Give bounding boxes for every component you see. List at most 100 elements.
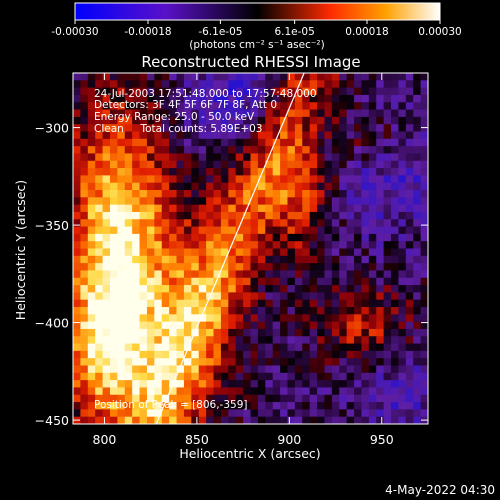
heatmap-cell (376, 321, 385, 330)
heatmap-cell (354, 336, 363, 345)
heatmap-cell (169, 255, 178, 264)
heatmap-cell (235, 102, 244, 111)
heatmap-cell (154, 299, 163, 308)
heatmap-cell (420, 277, 428, 286)
heatmap-cell (154, 321, 163, 330)
footer-date: 4-May-2022 04:30 (385, 483, 495, 497)
heatmap-cell (391, 380, 400, 389)
heatmap-cell (87, 175, 96, 184)
heatmap-cell (376, 219, 385, 228)
heatmap-cell (146, 190, 155, 198)
heatmap-cell (250, 336, 259, 345)
heatmap-cell (272, 292, 281, 301)
heatmap-cell (257, 226, 266, 235)
heatmap-cell (405, 73, 414, 81)
heatmap-cell (235, 263, 244, 272)
heatmap-cell (228, 109, 237, 118)
solar-limb-line (155, 73, 305, 424)
heatmap-cell (346, 190, 355, 198)
heatmap-cell (213, 343, 222, 352)
heatmap-cell (243, 350, 252, 359)
heatmap-cell (183, 124, 192, 133)
heatmap-cell (235, 211, 244, 220)
heatmap-cell (272, 299, 281, 308)
heatmap-cell (169, 204, 178, 213)
heatmap-cell (324, 255, 333, 264)
heatmap-cell (146, 73, 155, 81)
heatmap-cell (354, 87, 363, 96)
heatmap-cell (420, 365, 428, 374)
heatmap-cell (287, 153, 296, 162)
heatmap-cell (206, 175, 215, 184)
heatmap-cell (354, 233, 363, 242)
heatmap-cell (95, 226, 104, 235)
heatmap-cell (124, 116, 133, 125)
heatmap-cell (220, 241, 229, 250)
heatmap-cell (206, 146, 215, 155)
heatmap-cell (132, 343, 141, 352)
heatmap-cell (124, 292, 133, 301)
heatmap-cell (139, 182, 148, 191)
heatmap-cell (80, 358, 89, 367)
heatmap-cell (146, 409, 155, 418)
heatmap-cell (243, 109, 252, 118)
heatmap-cell (169, 73, 178, 81)
heatmap-cell (420, 146, 428, 155)
heatmap-cell (250, 314, 259, 323)
heatmap-cell (368, 263, 377, 272)
heatmap-cell (317, 160, 326, 169)
heatmap-cell (80, 233, 89, 242)
heatmap-cell (220, 116, 229, 125)
heatmap-cell (309, 314, 318, 323)
heatmap-cell (257, 219, 266, 228)
heatmap-cell (228, 402, 237, 410)
heatmap-cell (272, 73, 281, 81)
heatmap-cell (124, 211, 133, 220)
heatmap-cell (398, 102, 407, 111)
heatmap-cell (183, 146, 192, 155)
heatmap-cell (420, 416, 428, 424)
heatmap-cell (73, 387, 81, 396)
heatmap-cell (87, 416, 96, 424)
heatmap-cell (95, 73, 104, 81)
heatmap-cell (198, 80, 207, 89)
heatmap-cell (391, 109, 400, 118)
heatmap-cell (132, 270, 141, 279)
heatmap-cell (206, 263, 215, 272)
heatmap-cell (346, 321, 355, 330)
heatmap-cell (302, 299, 311, 308)
heatmap-cell (287, 387, 296, 396)
heatmap-cell (257, 131, 266, 140)
heatmap-cell (346, 402, 355, 410)
heatmap-cell (87, 160, 96, 169)
heatmap-cell (420, 299, 428, 308)
heatmap-cell (206, 380, 215, 389)
heatmap-cell (265, 402, 274, 410)
heatmap-cell (361, 146, 370, 155)
heatmap-cell (287, 138, 296, 147)
heatmap-cell (294, 299, 303, 308)
heatmap-cell (95, 248, 104, 257)
heatmap-cell (198, 307, 207, 315)
heatmap-cell (420, 314, 428, 323)
heatmap-cell (213, 248, 222, 257)
heatmap-cell (87, 233, 96, 242)
heatmap-cell (339, 314, 348, 323)
heatmap-cell (132, 138, 141, 147)
heatmap-cell (132, 285, 141, 293)
heatmap-cell (302, 321, 311, 330)
heatmap-cell (228, 233, 237, 242)
heatmap-cell (132, 372, 141, 381)
heatmap-cell (420, 109, 428, 118)
heatmap-cell (161, 131, 170, 140)
heatmap-cell (368, 255, 377, 264)
heatmap-cell (368, 175, 377, 184)
heatmap-cell (183, 307, 192, 315)
heatmap-cell (280, 219, 289, 228)
heatmap-cell (198, 299, 207, 308)
heatmap-cell (191, 248, 200, 257)
heatmap-cell (317, 416, 326, 424)
heatmap-cell (139, 109, 148, 118)
heatmap-cell (87, 94, 96, 103)
heatmap-cell (405, 197, 414, 206)
